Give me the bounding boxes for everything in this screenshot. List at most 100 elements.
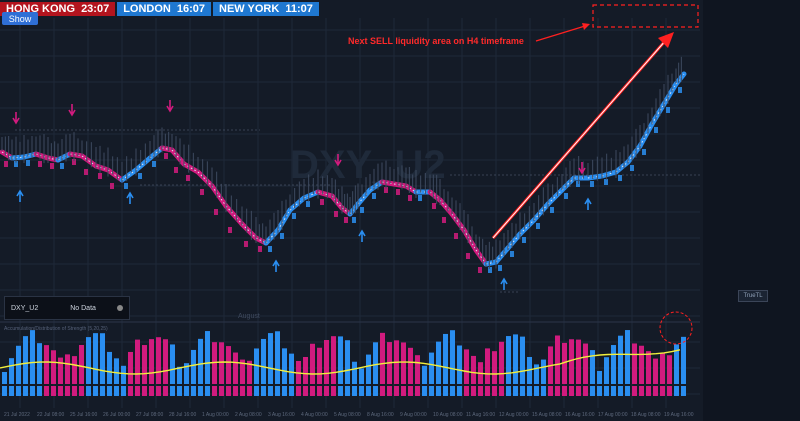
histogram-foot xyxy=(674,386,679,396)
step-block xyxy=(536,223,540,229)
candles xyxy=(1,56,682,269)
oscillator-line xyxy=(0,349,681,375)
histogram-foot xyxy=(233,386,238,396)
info-symbol: DXY_U2 xyxy=(11,304,39,312)
step-block xyxy=(654,127,658,133)
indicator-segment xyxy=(531,201,551,223)
histogram-bar xyxy=(513,334,518,384)
histogram-foot xyxy=(597,386,602,396)
histogram-foot xyxy=(499,386,504,396)
step-block xyxy=(522,237,526,243)
histogram-bar xyxy=(184,363,189,384)
indicator-dots xyxy=(357,189,371,205)
buy-arrow-shape xyxy=(16,189,24,202)
date-label: 19 Aug 16:00 xyxy=(664,412,694,418)
annotation-arrow xyxy=(535,25,586,42)
histogram-bar xyxy=(604,357,609,384)
step-block xyxy=(138,173,142,179)
histogram-bar xyxy=(198,338,203,384)
histogram-foot xyxy=(226,386,231,396)
date-label: 10 Aug 08:00 xyxy=(433,412,463,418)
histogram-foot xyxy=(429,386,434,396)
histogram-bar xyxy=(324,339,329,384)
histogram-foot xyxy=(681,386,686,396)
histogram-bar xyxy=(135,339,140,384)
histogram-foot xyxy=(380,386,385,396)
histogram-foot xyxy=(177,386,182,396)
step-block xyxy=(98,173,102,179)
sell-arrow-icon xyxy=(68,104,76,117)
histogram-bar xyxy=(660,353,665,384)
histogram-foot xyxy=(548,386,553,396)
histogram-bar xyxy=(191,349,196,384)
liquidity-zone-box xyxy=(592,4,699,28)
truetl-button[interactable]: TrueTL xyxy=(738,290,768,302)
step-block xyxy=(372,193,376,199)
histogram-bar xyxy=(170,344,175,384)
sell-arrow-icon xyxy=(578,162,586,175)
histogram-foot xyxy=(555,386,560,396)
histogram-foot xyxy=(373,386,378,396)
histogram-bar xyxy=(240,359,245,384)
histogram-foot xyxy=(212,386,217,396)
histogram-bar xyxy=(282,348,287,384)
histogram-bar xyxy=(443,333,448,384)
date-label: 12 Aug 00:00 xyxy=(499,412,529,418)
histogram-foot xyxy=(44,386,49,396)
buy-arrow-shape xyxy=(126,191,134,204)
histogram-bar xyxy=(569,339,574,384)
indicator-dots xyxy=(107,169,123,181)
histogram-bar xyxy=(9,358,14,384)
show-button[interactable]: Show xyxy=(2,12,38,25)
histogram-bar xyxy=(86,337,91,384)
histogram-bar xyxy=(163,339,168,384)
date-label: 4 Aug 00:00 xyxy=(301,412,328,418)
histogram-foot xyxy=(443,386,448,396)
step-block xyxy=(110,183,114,189)
histogram-foot xyxy=(583,386,588,396)
histogram-foot xyxy=(387,386,392,396)
histogram-foot xyxy=(254,386,259,396)
step-block xyxy=(630,165,634,171)
histogram-bar xyxy=(289,353,294,384)
histogram-bar xyxy=(254,348,259,384)
indicator-dots xyxy=(183,163,199,173)
status-dot-icon xyxy=(117,305,123,311)
histogram-bar xyxy=(499,341,504,384)
histogram-foot xyxy=(534,386,539,396)
histogram-foot xyxy=(464,386,469,396)
histogram-bar xyxy=(401,342,406,384)
step-block xyxy=(26,160,30,166)
histogram-foot xyxy=(646,386,651,396)
histogram-bar xyxy=(450,330,455,384)
histogram-bar xyxy=(23,336,28,384)
indicator-dots xyxy=(81,155,97,167)
histogram-foot xyxy=(422,386,427,396)
histogram-foot xyxy=(156,386,161,396)
histogram-foot xyxy=(310,386,315,396)
histogram-foot xyxy=(275,386,280,396)
histogram-foot xyxy=(240,386,245,396)
step-block xyxy=(564,193,568,199)
histogram-foot xyxy=(72,386,77,396)
histogram-foot xyxy=(149,386,154,396)
date-label: 3 Aug 16:00 xyxy=(268,412,295,418)
histogram-bar xyxy=(576,339,581,384)
date-label: 17 Aug 00:00 xyxy=(598,412,628,418)
step-block xyxy=(292,213,296,219)
histogram-bar xyxy=(674,344,679,384)
date-label: 18 Aug 08:00 xyxy=(631,412,661,418)
sell-arrow-shape xyxy=(578,162,586,175)
histogram-bar xyxy=(506,336,511,384)
histogram-bar xyxy=(632,343,637,384)
histogram-foot xyxy=(520,386,525,396)
sell-arrow-icon xyxy=(166,100,174,113)
step-block xyxy=(442,217,446,223)
step-block xyxy=(164,153,168,159)
histogram-bar xyxy=(373,342,378,384)
histogram-foot xyxy=(128,386,133,396)
histogram-bar xyxy=(618,335,623,384)
step-block xyxy=(418,195,422,201)
indicator-segment xyxy=(275,207,293,233)
